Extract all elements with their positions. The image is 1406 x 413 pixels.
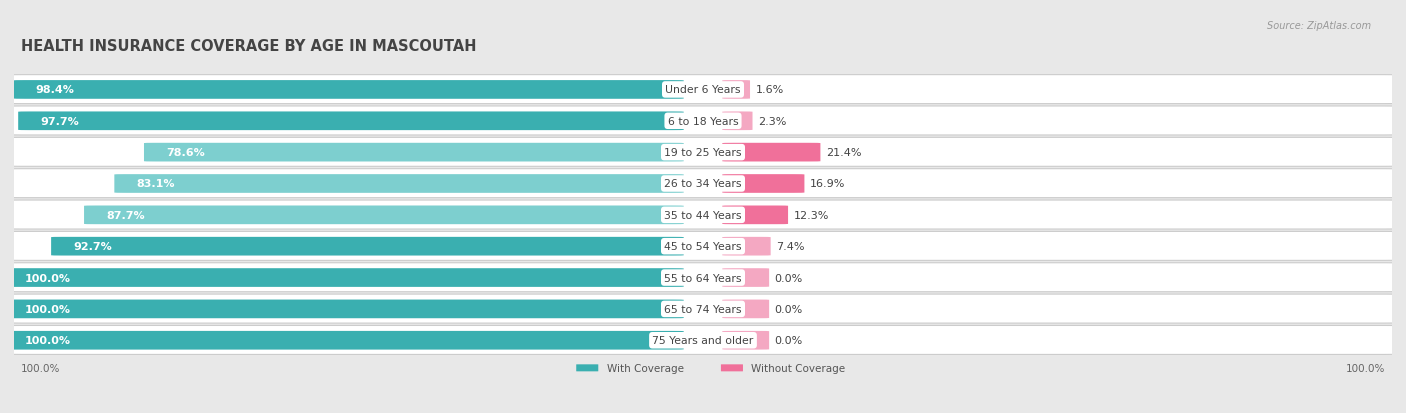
Text: 100.0%: 100.0% [25,335,72,345]
FancyBboxPatch shape [723,175,804,193]
FancyBboxPatch shape [723,81,749,100]
FancyBboxPatch shape [723,300,769,318]
FancyBboxPatch shape [4,294,1402,323]
Text: 26 to 34 Years: 26 to 34 Years [664,179,742,189]
FancyBboxPatch shape [576,364,599,371]
FancyBboxPatch shape [4,169,1402,198]
Text: 100.0%: 100.0% [25,304,72,314]
Text: 92.7%: 92.7% [73,242,112,252]
Text: 75 Years and older: 75 Years and older [652,335,754,345]
FancyBboxPatch shape [723,143,821,162]
FancyBboxPatch shape [3,331,683,350]
Text: 100.0%: 100.0% [25,273,72,283]
FancyBboxPatch shape [14,81,683,100]
Text: 0.0%: 0.0% [775,304,803,314]
Text: Source: ZipAtlas.com: Source: ZipAtlas.com [1267,21,1371,31]
Text: 0.0%: 0.0% [775,273,803,283]
Text: 98.4%: 98.4% [35,85,75,95]
FancyBboxPatch shape [723,268,769,287]
FancyBboxPatch shape [3,300,683,318]
Text: HEALTH INSURANCE COVERAGE BY AGE IN MASCOUTAH: HEALTH INSURANCE COVERAGE BY AGE IN MASC… [21,39,477,54]
Text: 100.0%: 100.0% [1346,363,1385,373]
Text: 83.1%: 83.1% [136,179,174,189]
Text: 0.0%: 0.0% [775,335,803,345]
Text: Without Coverage: Without Coverage [751,363,845,373]
FancyBboxPatch shape [84,206,683,225]
Text: 97.7%: 97.7% [41,116,79,126]
FancyBboxPatch shape [51,237,683,256]
Text: 21.4%: 21.4% [825,148,862,158]
FancyBboxPatch shape [723,206,787,225]
Text: 35 to 44 Years: 35 to 44 Years [664,210,742,220]
FancyBboxPatch shape [4,76,1402,104]
FancyBboxPatch shape [3,268,683,287]
Text: 87.7%: 87.7% [105,210,145,220]
Text: 45 to 54 Years: 45 to 54 Years [664,242,742,252]
Text: 1.6%: 1.6% [755,85,783,95]
FancyBboxPatch shape [4,138,1402,167]
FancyBboxPatch shape [114,175,683,193]
Text: 19 to 25 Years: 19 to 25 Years [664,148,742,158]
FancyBboxPatch shape [4,232,1402,261]
Text: 7.4%: 7.4% [776,242,804,252]
FancyBboxPatch shape [4,107,1402,135]
FancyBboxPatch shape [4,326,1402,355]
FancyBboxPatch shape [4,263,1402,292]
Text: 65 to 74 Years: 65 to 74 Years [664,304,742,314]
FancyBboxPatch shape [723,331,769,350]
Text: 55 to 64 Years: 55 to 64 Years [664,273,742,283]
Text: 2.3%: 2.3% [758,116,786,126]
FancyBboxPatch shape [4,201,1402,230]
Text: With Coverage: With Coverage [606,363,683,373]
Text: 78.6%: 78.6% [166,148,205,158]
FancyBboxPatch shape [18,112,683,131]
Text: 12.3%: 12.3% [793,210,830,220]
FancyBboxPatch shape [721,364,742,371]
Text: 16.9%: 16.9% [810,179,845,189]
FancyBboxPatch shape [723,237,770,256]
Text: Under 6 Years: Under 6 Years [665,85,741,95]
FancyBboxPatch shape [723,112,752,131]
Text: 6 to 18 Years: 6 to 18 Years [668,116,738,126]
Text: 100.0%: 100.0% [21,363,60,373]
FancyBboxPatch shape [143,143,683,162]
